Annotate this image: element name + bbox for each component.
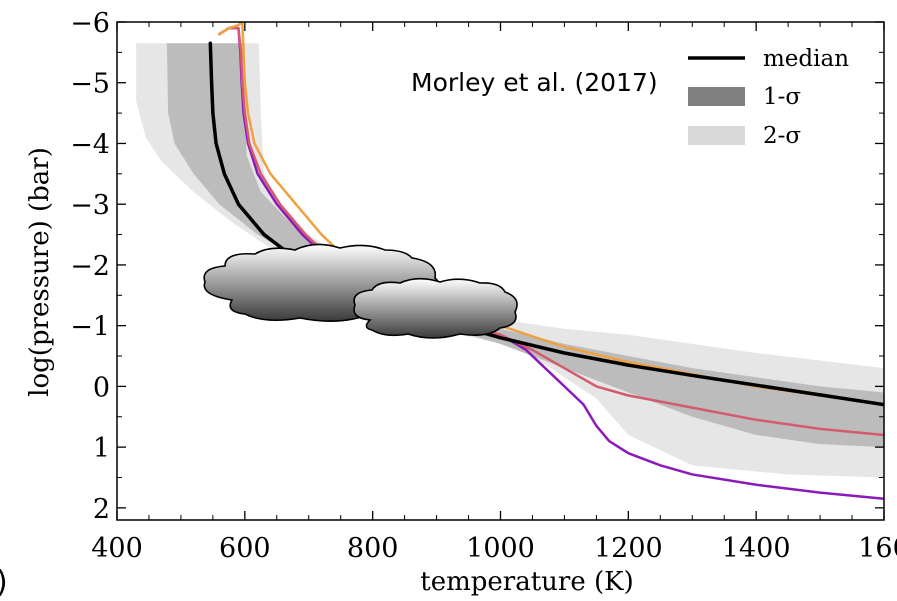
legend-swatch-2sigma [688,126,745,145]
series-line-3 [218,22,884,406]
axis-ticks [116,21,885,520]
x-tick-label: 1000 [466,533,535,564]
x-tick-label: 400 [91,533,143,564]
x-axis-label: temperature (K) [420,567,633,597]
y-tick-label: −6 [70,8,110,39]
y-tick-label: −3 [70,190,110,221]
legend-label-1sigma: 1-σ [763,84,801,110]
x-tick-label: 1200 [594,533,663,564]
axis-tick-labels: 400 600 800 1000 1200 1400 160 −6 −5 −4 −3 −2 −1 0 1 2 [70,8,897,564]
y-tick-label: −5 [70,69,110,100]
legend-swatch-1sigma [688,87,745,106]
y-tick-label: −4 [70,129,110,160]
legend-label-2sigma: 2-σ [763,123,801,149]
y-tick-label: −2 [70,251,110,282]
x-tick-label: 160 [858,533,897,564]
y-tick-label: 1 [93,433,110,464]
legend-label-median: median [763,46,849,72]
y-tick-label: 2 [93,494,110,525]
panel-label-fragment: ) [0,565,8,600]
y-axis-label: log(pressure) (bar) [25,147,55,397]
cloud-icon [353,277,518,339]
y-tick-label: 0 [93,372,110,403]
reference-annotation: Morley et al. (2017) [411,68,658,97]
y-tick-label: −1 [70,312,110,343]
x-tick-label: 600 [219,533,271,564]
x-tick-label: 800 [347,533,399,564]
legend: median 1-σ 2-σ [688,46,849,149]
x-tick-label: 1400 [722,533,791,564]
